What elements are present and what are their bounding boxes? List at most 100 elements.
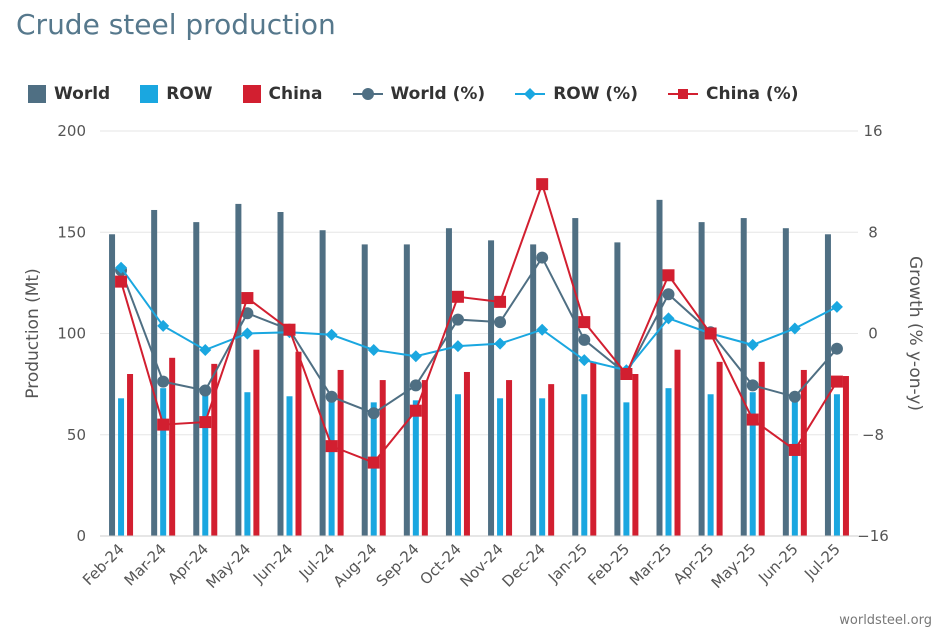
- marker-row-jun-25: [788, 322, 801, 335]
- bar-row-nov-24: [497, 398, 504, 536]
- legend-item-world-pct[interactable]: World (%): [352, 84, 485, 104]
- marker-world-oct-24: [451, 313, 464, 326]
- line-world: [120, 255, 838, 415]
- marker-row-may-24: [241, 327, 254, 340]
- x-tick-label: May-24: [202, 540, 254, 592]
- marker-china-jan-25: [578, 316, 591, 329]
- bar-row-sep-24: [412, 400, 419, 536]
- bar-row-mar-25: [665, 388, 672, 536]
- y-tick-label: 150: [57, 223, 86, 241]
- bar-row-mar-24: [160, 388, 167, 536]
- marker-row-mar-24: [157, 319, 170, 332]
- bar-world-feb-24: [109, 234, 116, 536]
- legend-label-china: China: [268, 84, 323, 104]
- chart-title: Crude steel production: [16, 8, 336, 41]
- marker-row-apr-24: [199, 343, 212, 356]
- marker-row-aug-24: [367, 343, 380, 356]
- bar-china-feb-24: [127, 374, 134, 536]
- legend-item-row[interactable]: ROW: [140, 84, 213, 104]
- marker-row-dec-24: [536, 323, 549, 336]
- bar-row-jul-25: [833, 394, 840, 536]
- legend-item-world[interactable]: World: [28, 84, 110, 104]
- x-tick-label: Jun-24: [249, 540, 296, 587]
- marker-world-mar-25: [662, 288, 675, 301]
- bar-row-aug-24: [370, 402, 377, 536]
- marker-world-jul-24: [325, 390, 338, 403]
- y-tick-label: 0: [76, 527, 86, 545]
- legend-swatch-china-pct: [668, 89, 698, 99]
- marker-china-jul-24: [325, 440, 338, 453]
- bar-row-apr-25: [707, 394, 714, 536]
- legend-swatch-row: [140, 85, 159, 103]
- marker-china-feb-24: [115, 275, 128, 288]
- marker-china-jun-25: [788, 443, 801, 456]
- bar-row-feb-25: [623, 402, 630, 536]
- bar-china-aug-24: [379, 380, 386, 536]
- bar-china-dec-24: [548, 384, 555, 536]
- x-tick-label: Mar-25: [626, 540, 675, 589]
- bar-row-may-25: [749, 392, 756, 536]
- bar-row-apr-24: [202, 394, 209, 536]
- x-tick-label: Nov-24: [456, 540, 506, 590]
- legend-item-china-pct[interactable]: China (%): [668, 84, 798, 104]
- marker-row-feb-24: [115, 261, 128, 274]
- x-tick-label: Jan-25: [544, 540, 591, 587]
- marker-world-jun-25: [788, 390, 801, 403]
- legend-swatch-row-pct: [515, 88, 546, 100]
- marker-row-oct-24: [451, 340, 464, 353]
- y2-tick-label: −8: [862, 426, 884, 444]
- y2-tick-label: 16: [863, 122, 882, 140]
- bar-world-jun-25: [782, 228, 789, 536]
- marker-world-may-24: [241, 307, 254, 320]
- y2-tick-label: −16: [857, 527, 889, 545]
- bar-china-feb-25: [632, 374, 639, 536]
- bar-world-dec-24: [530, 244, 537, 536]
- marker-china-nov-24: [494, 295, 507, 308]
- bar-world-may-25: [740, 218, 747, 536]
- bar-world-apr-25: [698, 222, 705, 536]
- bar-china-apr-24: [211, 363, 218, 536]
- legend-label-china-pct: China (%): [706, 84, 799, 104]
- legend-item-china[interactable]: China: [242, 84, 323, 104]
- y2-tick-label: 0: [868, 325, 878, 343]
- bar-china-oct-24: [463, 371, 470, 536]
- y-tick-label: 100: [57, 325, 86, 343]
- bar-china-mar-25: [674, 349, 681, 536]
- marker-china-jun-24: [283, 323, 296, 336]
- marker-row-nov-24: [494, 337, 507, 350]
- chart-legend: World ROW China World (%) ROW (%) China …: [28, 80, 828, 108]
- bar-world-apr-24: [193, 222, 200, 536]
- x-tick-label: Aug-24: [330, 540, 381, 591]
- legend-item-row-pct[interactable]: ROW (%): [515, 84, 638, 104]
- x-tick-label: Oct-24: [416, 540, 464, 588]
- marker-world-jul-25: [830, 342, 843, 355]
- bar-row-jan-25: [581, 394, 588, 536]
- y2-axis-title: Growth (% y-on-y): [905, 256, 925, 411]
- bar-world-oct-24: [445, 228, 452, 536]
- legend-label-row: ROW: [166, 84, 213, 104]
- x-tick-label: Mar-24: [121, 540, 170, 589]
- legend-label-world: World: [54, 84, 111, 104]
- bar-row-feb-24: [118, 398, 125, 536]
- marker-world-aug-24: [367, 407, 380, 420]
- marker-row-may-25: [746, 338, 759, 351]
- marker-china-mar-24: [157, 418, 170, 431]
- marker-row-mar-25: [662, 312, 675, 325]
- y-axis-title: Production (Mt): [23, 268, 43, 398]
- bar-row-may-24: [244, 392, 251, 536]
- legend-swatch-world: [28, 85, 46, 103]
- marker-china-oct-24: [451, 290, 464, 303]
- bar-row-jun-25: [791, 396, 798, 536]
- marker-world-mar-24: [157, 375, 170, 388]
- bar-china-jun-25: [800, 369, 807, 536]
- bar-china-may-25: [758, 361, 765, 536]
- bar-china-nov-24: [506, 380, 513, 536]
- x-tick-label: Jun-25: [754, 540, 801, 587]
- x-tick-label: May-25: [708, 540, 760, 592]
- marker-china-jul-25: [830, 375, 843, 388]
- marker-world-dec-24: [536, 251, 549, 264]
- marker-world-jan-25: [578, 333, 591, 346]
- x-tick-label: Feb-25: [584, 540, 633, 589]
- bar-world-jan-25: [572, 218, 579, 536]
